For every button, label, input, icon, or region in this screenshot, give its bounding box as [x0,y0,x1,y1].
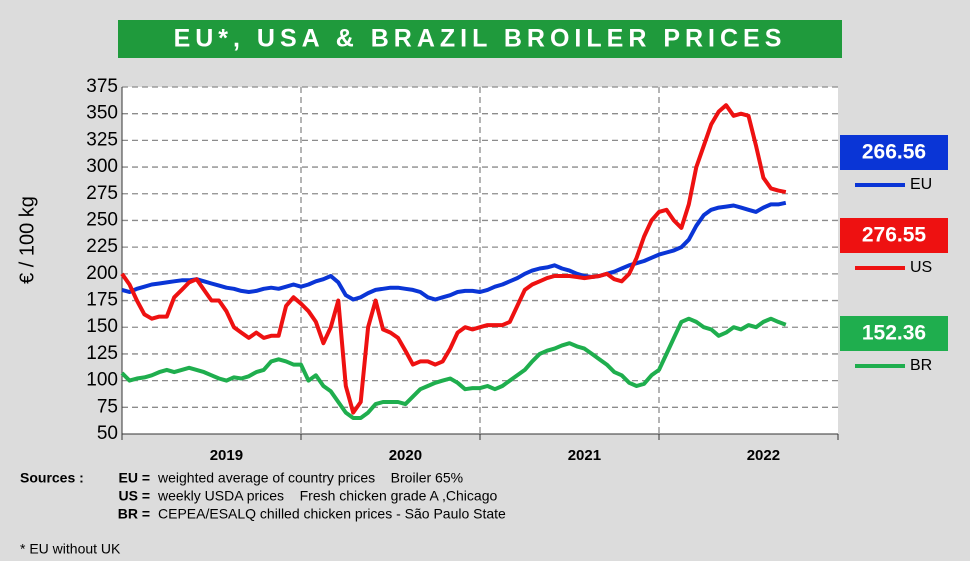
sources-label: Sources : [20,470,84,486]
x-tick-label: 2021 [568,447,601,464]
y-tick-label: 150 [86,316,118,337]
latest-value-box [840,218,948,253]
y-tick-label: 350 [86,103,118,124]
latest-value-label: 152.36 [862,322,926,345]
y-tick-label: 275 [86,183,118,204]
source-text: weekly USDA prices Fresh chicken grade A… [157,488,497,504]
x-tick-label: 2022 [747,447,780,464]
y-tick-label: 125 [86,343,118,364]
y-tick-label: 50 [97,423,118,444]
source-text: CEPEA/ESALQ chilled chicken prices - São… [158,506,506,522]
latest-value-box [840,316,948,351]
series-line [120,103,787,415]
latest-value-box [840,135,948,170]
y-tick-label: 375 [86,76,118,97]
y-tick-label: 225 [86,236,118,257]
chart-title: EU*, USA & BRAZIL BROILER PRICES [174,25,787,53]
y-tick-label: 200 [86,263,118,284]
y-tick-label: 250 [86,209,118,230]
y-axis-label: € / 100 kg [16,196,38,284]
legend-label: US [910,259,932,276]
source-key: US = [118,488,150,504]
series-line [121,200,787,302]
latest-value-label: 276.55 [862,224,927,247]
source-key: EU = [118,470,150,486]
y-tick-label: 300 [86,156,118,177]
y-tick-label: 325 [86,129,118,150]
x-tick-label: 2019 [210,447,243,464]
latest-value-label: 266.56 [862,141,926,164]
footnote: * EU without UK [20,541,121,557]
y-tick-label: 100 [86,370,118,391]
y-tick-label: 75 [97,396,118,417]
series-line [120,316,787,420]
legend-label: BR [910,357,932,374]
source-text: weighted average of country prices Broil… [157,470,463,486]
title-box [118,20,842,58]
legend-label: EU [910,176,932,193]
source-key: BR = [118,506,150,522]
y-tick-label: 175 [86,290,118,311]
x-tick-label: 2020 [389,447,422,464]
